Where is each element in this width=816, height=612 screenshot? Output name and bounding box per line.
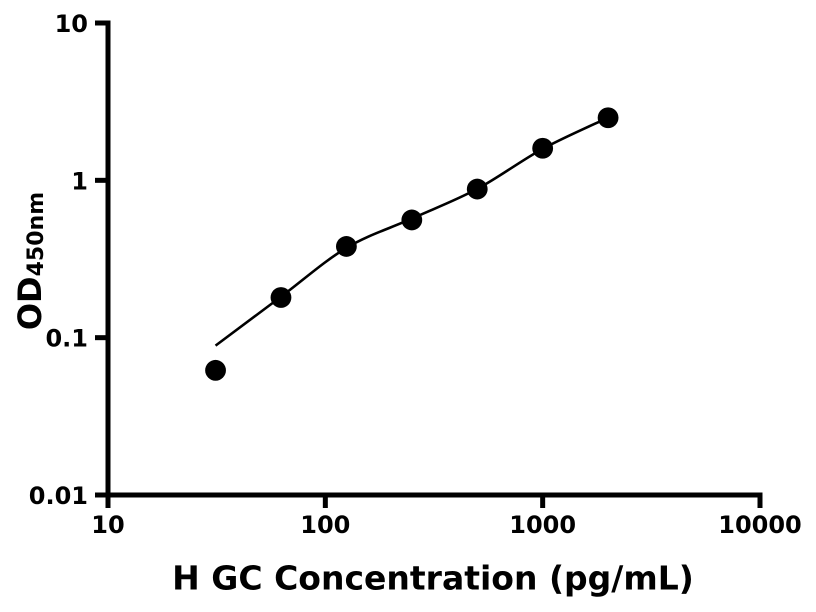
data-point xyxy=(205,359,226,381)
x-tick-label: 1000 xyxy=(509,511,576,539)
data-point xyxy=(270,287,292,308)
y-axis-title-main: OD xyxy=(11,276,49,331)
x-tick-label: 10000 xyxy=(718,511,802,539)
data-point xyxy=(466,178,488,200)
y-tick-label: 1 xyxy=(71,167,88,195)
y-axis-title: OD450nm xyxy=(11,192,49,330)
y-tick-label: 10 xyxy=(55,10,88,38)
data-point xyxy=(401,209,423,231)
data-point xyxy=(597,107,619,129)
x-axis-title: H GC Concentration (pg/mL) xyxy=(172,558,694,598)
x-tick-label: 100 xyxy=(300,511,350,539)
x-tick-label: 10 xyxy=(91,511,124,539)
y-tick-label: 0.01 xyxy=(29,482,88,510)
y-tick-label: 0.1 xyxy=(45,325,88,353)
y-axis-title-subscript: 450nm xyxy=(24,191,49,277)
data-point xyxy=(335,236,357,257)
data-point xyxy=(532,137,554,159)
